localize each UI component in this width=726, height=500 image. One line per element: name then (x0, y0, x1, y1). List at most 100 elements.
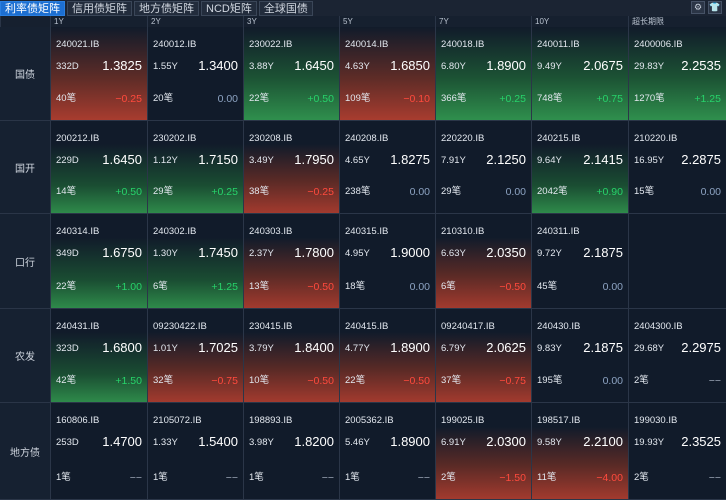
yield-value: 1.8400 (294, 340, 334, 355)
bond-cell[interactable]: 2400006.IB 29.83Y 2.2535 1270笔 +1.25 (628, 27, 726, 121)
yield-change: −0.25 (307, 186, 334, 198)
bond-cell[interactable]: 230415.IB 3.79Y 1.8400 10笔 −0.50 (243, 309, 339, 403)
yield-change: −− (708, 472, 721, 484)
bond-cell[interactable]: 240011.IB 9.49Y 2.0675 748笔 +0.75 (531, 27, 628, 121)
remaining-term: 4.95Y (345, 248, 370, 259)
tab-1[interactable]: 信用债矩阵 (67, 0, 132, 16)
bond-cell[interactable]: 198517.IB 9.58Y 2.2100 11笔 −4.00 (531, 403, 628, 500)
bond-cell[interactable]: 240021.IB 332D 1.3825 40笔 −0.25 (50, 27, 147, 121)
bond-cell[interactable]: 2105072.IB 1.33Y 1.5400 1笔 −− (147, 403, 243, 500)
column-header: 1Y (50, 16, 147, 27)
bond-cell[interactable]: 240311.IB 9.72Y 2.1875 45笔 0.00 (531, 214, 628, 309)
trade-count: 20笔 (153, 93, 174, 104)
bond-code: 198893.IB (249, 415, 293, 426)
yield-change: +0.50 (307, 93, 334, 105)
bond-cell[interactable]: 199030.IB 19.93Y 2.3525 2笔 −− (628, 403, 726, 500)
trade-count: 109笔 (345, 93, 371, 104)
yield-change: 0.00 (409, 186, 430, 198)
remaining-term: 1.30Y (153, 248, 178, 259)
empty-cell (628, 214, 726, 309)
bond-cell[interactable]: 240430.IB 9.83Y 2.1875 195笔 0.00 (531, 309, 628, 403)
trade-count: 32笔 (153, 375, 174, 386)
bond-cell[interactable]: 220220.IB 7.91Y 2.1250 29笔 0.00 (435, 121, 531, 214)
remaining-term: 253D (56, 437, 79, 448)
yield-change: 0.00 (409, 281, 430, 293)
bond-cell[interactable]: 199025.IB 6.91Y 2.0300 2笔 −1.50 (435, 403, 531, 500)
bond-cell[interactable]: 2005362.IB 5.46Y 1.8900 1笔 −− (339, 403, 435, 500)
bond-cell[interactable]: 230022.IB 3.88Y 1.6450 22笔 +0.50 (243, 27, 339, 121)
yield-change: 0.00 (602, 281, 623, 293)
trade-count: 1笔 (153, 472, 168, 483)
remaining-term: 349D (56, 248, 79, 259)
bond-cell[interactable]: 210310.IB 6.63Y 2.0350 6笔 −0.50 (435, 214, 531, 309)
remaining-term: 5.46Y (345, 437, 370, 448)
bond-cell[interactable]: 240208.IB 4.65Y 1.8275 238笔 0.00 (339, 121, 435, 214)
remaining-term: 6.79Y (441, 343, 466, 354)
trade-count: 195笔 (537, 375, 563, 386)
yield-change: +0.25 (499, 93, 526, 105)
bond-cell[interactable]: 240302.IB 1.30Y 1.7450 6笔 +1.25 (147, 214, 243, 309)
yield-value: 2.0625 (486, 340, 526, 355)
bond-cell[interactable]: 240314.IB 349D 1.6750 22笔 +1.00 (50, 214, 147, 309)
bond-cell[interactable]: 240012.IB 1.55Y 1.3400 20笔 0.00 (147, 27, 243, 121)
trade-count: 13笔 (249, 281, 270, 292)
yield-change: −1.50 (499, 472, 526, 484)
tab-4[interactable]: 全球国债 (258, 0, 313, 16)
tab-0[interactable]: 利率债矩阵 (0, 0, 65, 16)
remaining-term: 1.55Y (153, 61, 178, 72)
trade-count: 38笔 (249, 186, 270, 197)
bond-cell[interactable]: 200212.IB 229D 1.6450 14笔 +0.50 (50, 121, 147, 214)
bond-code: 200212.IB (56, 133, 100, 144)
row-label: 国开 (0, 121, 50, 214)
bond-cell[interactable]: 210220.IB 16.95Y 2.2875 15笔 0.00 (628, 121, 726, 214)
yield-value: 1.5400 (198, 434, 238, 449)
bond-cell[interactable]: 160806.IB 253D 1.4700 1笔 −− (50, 403, 147, 500)
bond-code: 230208.IB (249, 133, 293, 144)
bond-cell[interactable]: 240315.IB 4.95Y 1.9000 18笔 0.00 (339, 214, 435, 309)
bond-cell[interactable]: 240431.IB 323D 1.6800 42笔 +1.50 (50, 309, 147, 403)
tab-2[interactable]: 地方债矩阵 (134, 0, 199, 16)
remaining-term: 7.91Y (441, 155, 466, 166)
bond-cell[interactable]: 240303.IB 2.37Y 1.7800 13笔 −0.50 (243, 214, 339, 309)
bond-code: 160806.IB (56, 415, 100, 426)
bond-code: 240302.IB (153, 226, 197, 237)
remaining-term: 2.37Y (249, 248, 274, 259)
yield-value: 2.1875 (583, 340, 623, 355)
remaining-term: 332D (56, 61, 79, 72)
trade-count: 238笔 (345, 186, 371, 197)
bond-code: 199025.IB (441, 415, 485, 426)
remaining-term: 4.77Y (345, 343, 370, 354)
skin-icon[interactable]: 👕 (708, 1, 722, 14)
remaining-term: 3.98Y (249, 437, 274, 448)
yield-value: 2.2535 (681, 58, 721, 73)
bond-code: 240431.IB (56, 321, 100, 332)
bond-code: 240311.IB (537, 226, 580, 237)
settings-icon[interactable]: ⚙ (691, 1, 705, 14)
bond-code: 210310.IB (441, 226, 485, 237)
column-header: 3Y (243, 16, 339, 27)
bond-cell[interactable]: 240018.IB 6.80Y 1.8900 366笔 +0.25 (435, 27, 531, 121)
bond-cell[interactable]: 240215.IB 9.64Y 2.1415 2042笔 +0.90 (531, 121, 628, 214)
bond-code: 09230422.IB (153, 321, 207, 332)
bond-cell[interactable]: 2404300.IB 29.68Y 2.2975 2笔 −− (628, 309, 726, 403)
remaining-term: 1.01Y (153, 343, 178, 354)
trade-count: 45笔 (537, 281, 558, 292)
row-label: 农发 (0, 309, 50, 403)
bond-cell[interactable]: 230208.IB 3.49Y 1.7950 38笔 −0.25 (243, 121, 339, 214)
bond-cell[interactable]: 230202.IB 1.12Y 1.7150 29笔 +0.25 (147, 121, 243, 214)
bond-code: 199030.IB (634, 415, 678, 426)
bond-cell[interactable]: 09230422.IB 1.01Y 1.7025 32笔 −0.75 (147, 309, 243, 403)
remaining-term: 9.83Y (537, 343, 562, 354)
yield-value: 1.7025 (198, 340, 238, 355)
bond-code: 240011.IB (537, 39, 580, 50)
trade-count: 748笔 (537, 93, 563, 104)
tab-3[interactable]: NCD矩阵 (201, 0, 257, 16)
bond-cell[interactable]: 240415.IB 4.77Y 1.8900 22笔 −0.50 (339, 309, 435, 403)
bond-cell[interactable]: 198893.IB 3.98Y 1.8200 1笔 −− (243, 403, 339, 500)
trade-count: 18笔 (345, 281, 366, 292)
bond-code: 2400006.IB (634, 39, 683, 50)
bond-cell[interactable]: 09240417.IB 6.79Y 2.0625 37笔 −0.75 (435, 309, 531, 403)
bond-cell[interactable]: 240014.IB 4.63Y 1.6850 109笔 −0.10 (339, 27, 435, 121)
yield-matrix: 1Y 2Y 3Y 5Y 7Y 10Y 超长期限 国债 240021.IB 332D 1.3825 40… (0, 16, 726, 500)
trade-count: 6笔 (153, 281, 168, 292)
